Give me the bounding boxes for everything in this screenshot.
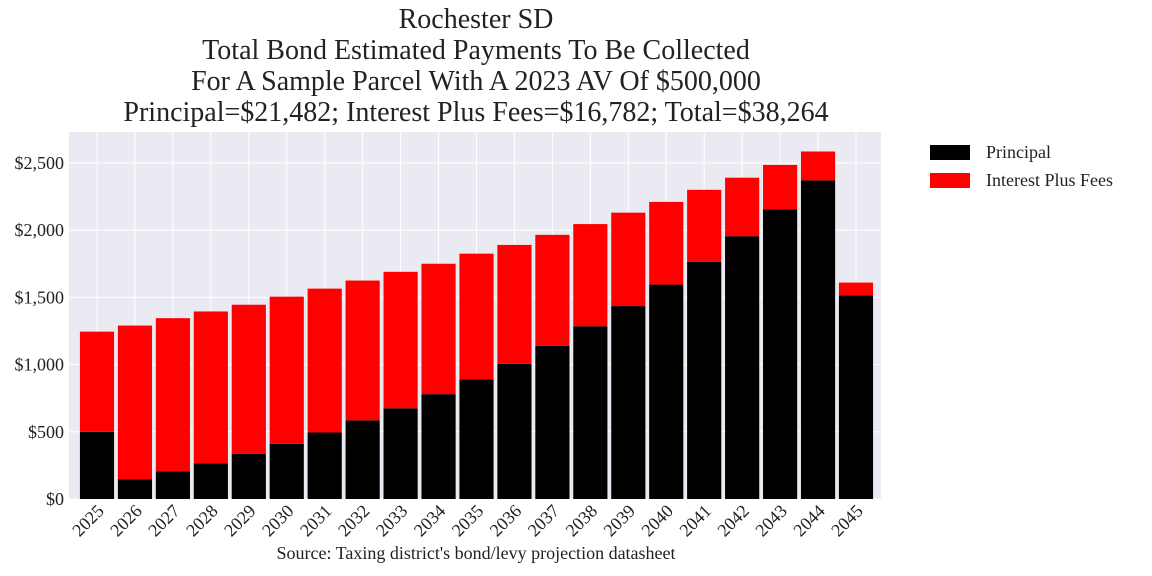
bar-principal-2033	[383, 408, 418, 499]
y-tick-label: $0	[46, 489, 64, 509]
bar-interest-2031	[307, 288, 342, 433]
legend-item-principal: Principal	[930, 138, 1113, 166]
x-tick-label: 2045	[827, 501, 867, 541]
bar-principal-2029	[231, 453, 266, 499]
bar-principal-2045	[838, 295, 874, 499]
bar-interest-2040	[649, 201, 684, 285]
bar-interest-2035	[459, 253, 494, 380]
bar-interest-2037	[535, 234, 570, 346]
x-tick-label: 2035	[448, 501, 488, 541]
bar-interest-2041	[687, 189, 722, 262]
x-axis-ticks: 2025202620272028202920302031203220332034…	[68, 501, 867, 541]
bar-principal-2039	[611, 306, 646, 499]
bar-interest-2043	[763, 164, 798, 210]
bars	[79, 151, 874, 500]
bar-principal-2036	[497, 363, 532, 499]
bar-interest-2036	[497, 244, 532, 364]
y-tick-label: $1,000	[15, 355, 65, 375]
x-tick-label: 2033	[372, 501, 412, 541]
y-tick-label: $2,500	[15, 153, 65, 173]
x-tick-label: 2041	[675, 501, 715, 541]
bar-interest-2028	[193, 311, 228, 464]
x-tick-label: 2028	[182, 501, 222, 541]
legend-label-interest: Interest Plus Fees	[986, 169, 1113, 190]
bar-principal-2040	[649, 284, 684, 499]
x-tick-label: 2026	[106, 501, 146, 541]
bar-principal-2042	[725, 236, 760, 499]
legend-swatch-principal	[930, 144, 970, 160]
bar-principal-2026	[117, 479, 153, 499]
bar-interest-2025	[79, 331, 115, 432]
x-tick-label: 2037	[524, 501, 564, 541]
bar-interest-2032	[345, 280, 380, 421]
bar-interest-2034	[421, 263, 456, 395]
x-tick-label: 2030	[258, 501, 298, 541]
bar-interest-2030	[269, 296, 304, 444]
title-line-4: Principal=$21,482; Interest Plus Fees=$1…	[123, 97, 829, 128]
bar-principal-2043	[763, 209, 798, 500]
x-tick-label: 2029	[220, 501, 260, 541]
x-tick-label: 2042	[713, 501, 753, 541]
y-tick-label: $1,500	[15, 287, 65, 307]
bar-interest-2044	[800, 151, 836, 181]
bar-principal-2038	[573, 326, 608, 499]
bar-interest-2027	[155, 318, 190, 472]
x-tick-label: 2027	[144, 501, 184, 541]
x-tick-label: 2043	[751, 501, 791, 541]
x-tick-label: 2031	[296, 501, 336, 541]
bar-principal-2041	[687, 261, 722, 499]
bar-principal-2035	[459, 379, 494, 499]
x-tick-label: 2025	[68, 501, 108, 541]
bar-principal-2031	[307, 432, 342, 499]
x-tick-label: 2032	[334, 501, 374, 541]
bar-principal-2027	[155, 471, 190, 499]
bar-interest-2029	[231, 304, 266, 454]
x-tick-label: 2038	[562, 501, 602, 541]
bar-interest-2038	[573, 224, 608, 327]
bar-principal-2030	[269, 443, 304, 499]
y-axis-ticks: $0 $500 $1,000 $1,500 $2,000 $2,500	[15, 153, 65, 509]
bar-principal-2032	[345, 420, 380, 499]
x-tick-label: 2039	[600, 501, 640, 541]
legend-label-principal: Principal	[986, 141, 1051, 162]
bar-principal-2044	[800, 180, 836, 499]
x-tick-label: 2040	[637, 501, 677, 541]
x-tick-label: 2036	[486, 501, 526, 541]
bar-interest-2033	[383, 271, 418, 409]
title-line-2: Total Bond Estimated Payments To Be Coll…	[202, 35, 750, 66]
bar-interest-2045	[838, 282, 874, 296]
bar-principal-2025	[79, 431, 115, 499]
x-tick-label: 2044	[789, 501, 829, 541]
bar-interest-2039	[611, 212, 646, 307]
bar-principal-2037	[535, 345, 570, 499]
chart-title: Rochester SD Total Bond Estimated Paymen…	[0, 4, 952, 128]
bar-principal-2028	[193, 463, 228, 499]
legend: Principal Interest Plus Fees	[930, 138, 1113, 194]
y-tick-label: $500	[28, 422, 64, 442]
legend-item-interest: Interest Plus Fees	[930, 166, 1113, 194]
source-note: Source: Taxing district's bond/levy proj…	[276, 543, 676, 563]
bar-interest-2042	[725, 177, 760, 237]
bar-principal-2034	[421, 394, 456, 499]
x-tick-label: 2034	[410, 501, 450, 541]
title-line-3: For A Sample Parcel With A 2023 AV Of $5…	[191, 66, 761, 97]
title-line-1: Rochester SD	[398, 4, 554, 35]
bar-interest-2026	[117, 325, 153, 480]
legend-swatch-interest	[930, 172, 970, 188]
y-tick-label: $2,000	[15, 220, 65, 240]
